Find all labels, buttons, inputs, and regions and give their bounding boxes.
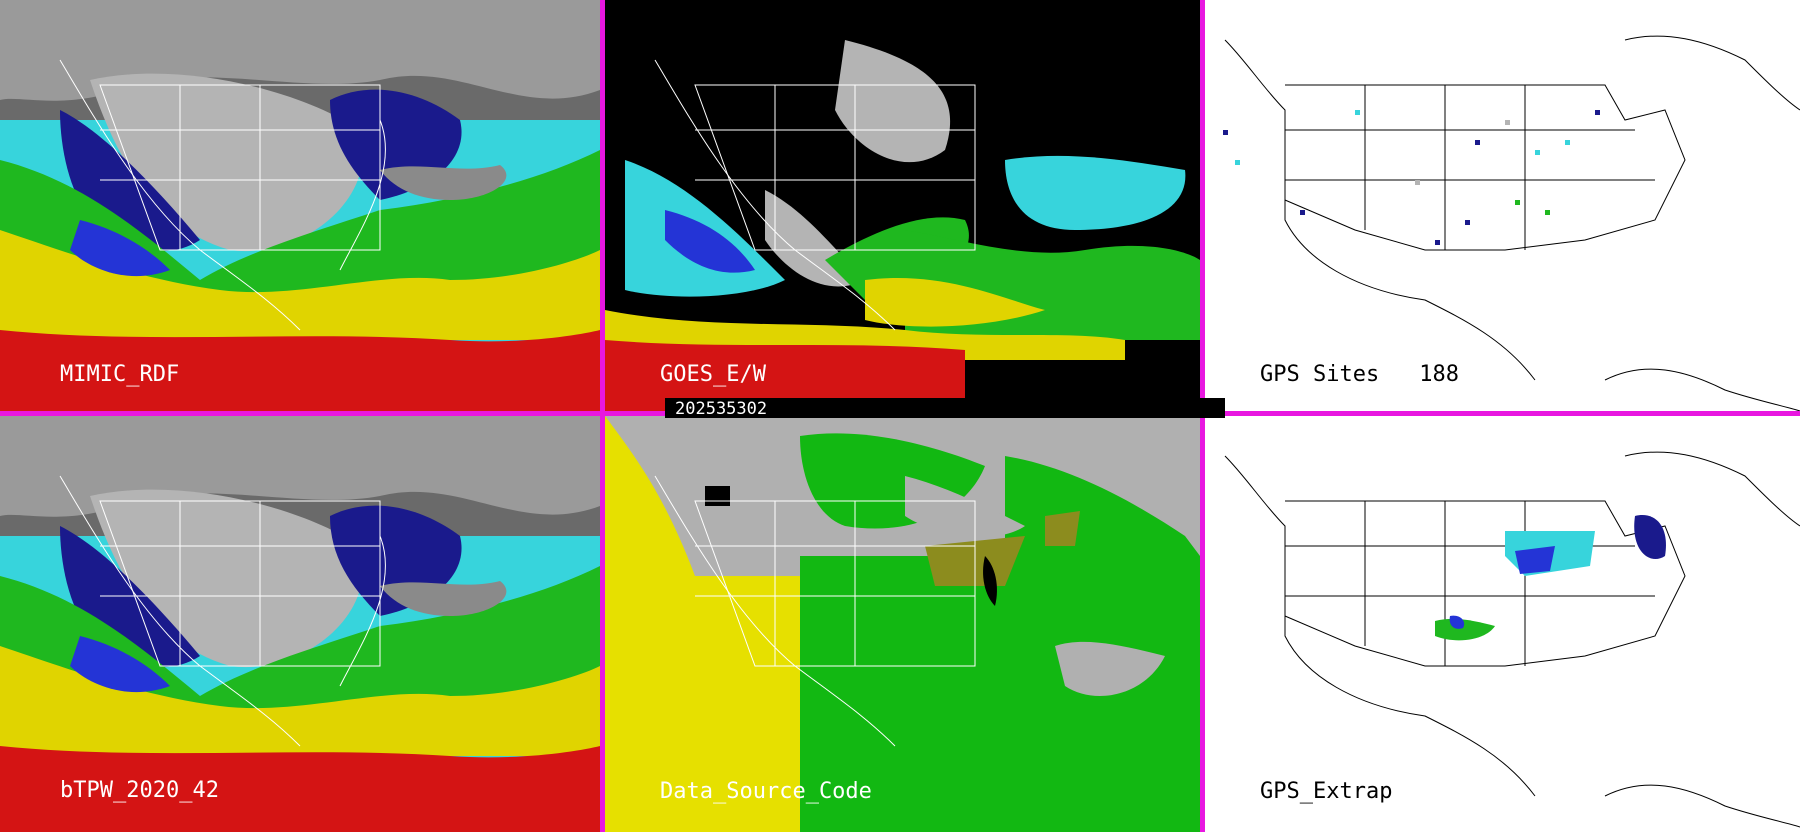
gps-sites-count: 188	[1419, 362, 1459, 387]
gps-sites-label: GPS Sites 188	[1260, 362, 1459, 387]
vertical-divider-left	[600, 0, 605, 832]
data-source-code-panel: Data_Source_Code	[605, 416, 1200, 832]
gps-extrap-label: GPS_Extrap	[1260, 779, 1393, 804]
btpw-label: bTPW_2020_42	[60, 778, 219, 803]
mimic-tpw-map	[0, 0, 600, 411]
timestamp-bar: 202535302	[665, 398, 1225, 419]
btpw-panel: bTPW_2020_42	[0, 416, 600, 832]
gps-sites-title: GPS Sites	[1260, 362, 1380, 387]
gps-extrap-map	[1205, 416, 1800, 832]
goes-ew-panel: GOES_E/W	[605, 0, 1200, 411]
data-source-code-label: Data_Source_Code	[660, 779, 872, 804]
mimic-rdf-panel: MIMIC_RDF	[0, 0, 600, 411]
timestamp-text: 202535302	[675, 399, 768, 419]
goes-ew-label: GOES_E/W	[660, 362, 766, 387]
gps-sites-map	[1205, 0, 1800, 411]
gps-extrap-panel: GPS_Extrap	[1205, 416, 1800, 832]
gps-sites-panel: GPS Sites 188	[1205, 0, 1800, 411]
btpw-map	[0, 416, 600, 832]
goes-tpw-map	[605, 0, 1200, 411]
mimic-rdf-label: MIMIC_RDF	[60, 362, 180, 387]
data-source-code-map	[605, 416, 1200, 832]
